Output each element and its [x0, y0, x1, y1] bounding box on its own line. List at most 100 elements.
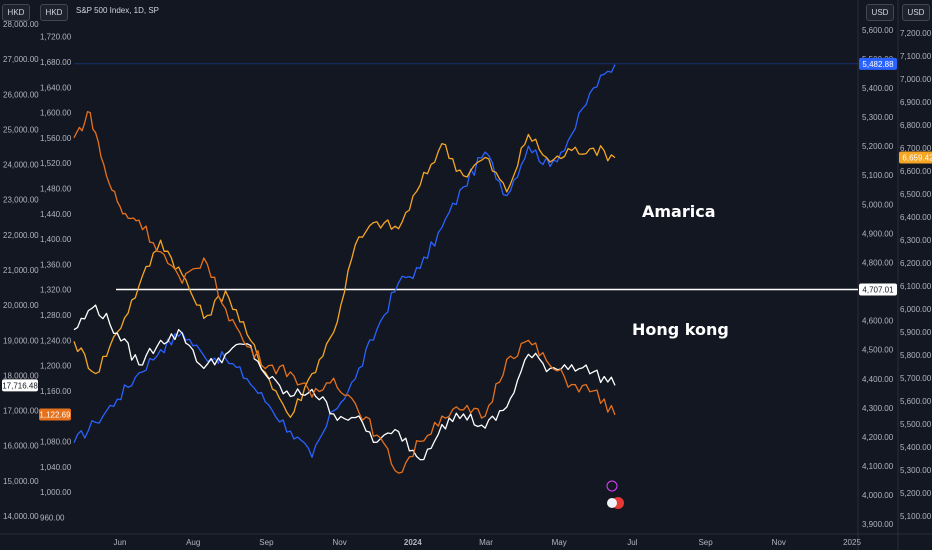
- y-tick-label: 6,900.00: [900, 98, 932, 107]
- y-tick-label: 4,800.00: [862, 258, 894, 267]
- y-tick-label: 1,440.00: [40, 210, 72, 219]
- y-tick-label: 5,100.00: [862, 171, 894, 180]
- y-tick-label: 6,700.00: [900, 144, 932, 153]
- y-tick-label: 1,480.00: [40, 184, 72, 193]
- y-tick-label: 28,000.00: [3, 20, 39, 29]
- y-tick-label: 1,400.00: [40, 235, 72, 244]
- price-label-badge: [859, 57, 897, 70]
- y-tick-label: 5,600.00: [900, 397, 932, 406]
- price-label-badge: [859, 283, 897, 296]
- x-tick-label: Aug: [186, 538, 200, 547]
- y-tick-label: 1,720.00: [40, 33, 72, 42]
- price-label-badge: [899, 151, 932, 164]
- y-tick-label: 23,000.00: [3, 196, 39, 205]
- event-badge-icon[interactable]: [607, 498, 617, 508]
- y-tick-label: 25,000.00: [3, 125, 39, 134]
- series-line[interactable]: [73, 304, 616, 461]
- y-tick-label: 17,000.00: [3, 407, 39, 416]
- y-tick-label: 22,000.00: [3, 231, 39, 240]
- y-tick-label: 4,400.00: [862, 375, 894, 384]
- y-tick-label: 5,300.00: [862, 113, 894, 122]
- y-tick-label: 5,200.00: [862, 142, 894, 151]
- price-label-text: 4,707.01: [862, 286, 894, 295]
- y-tick-label: 5,200.00: [900, 489, 932, 498]
- y-tick-label: 3,900.00: [862, 520, 894, 529]
- x-tick-label: 2024: [404, 538, 422, 547]
- price-label-text: 1,122.69: [39, 410, 71, 419]
- y-tick-label: 6,200.00: [900, 259, 932, 268]
- price-label-text: 17,716.48: [2, 381, 38, 390]
- y-tick-label: 1,040.00: [40, 463, 72, 472]
- y-tick-label: 16,000.00: [3, 442, 39, 451]
- y-tick-label: 7,000.00: [900, 75, 932, 84]
- y-tick-label: 5,300.00: [900, 466, 932, 475]
- y-tick-label: 14,000.00: [3, 512, 39, 521]
- y-tick-label: 4,600.00: [862, 317, 894, 326]
- x-tick-label: Sep: [259, 538, 274, 547]
- price-label-text: 6,659.42: [902, 154, 932, 163]
- y-tick-label: 1,560.00: [40, 134, 72, 143]
- y-tick-label: 21,000.00: [3, 266, 39, 275]
- x-tick-label: Nov: [772, 538, 786, 547]
- y-tick-label: 18,000.00: [3, 371, 39, 380]
- y-tick-label: 6,100.00: [900, 282, 932, 291]
- y-tick-label: 20,000.00: [3, 301, 39, 310]
- series-line[interactable]: [73, 133, 616, 418]
- right-currency-button-1[interactable]: USD: [866, 4, 894, 21]
- y-tick-label: 7,200.00: [900, 29, 932, 38]
- annotation-hongkong: Hong kong: [632, 320, 729, 339]
- left-currency-button-1[interactable]: HKD: [2, 4, 30, 21]
- y-tick-label: 5,400.00: [900, 443, 932, 452]
- y-tick-label: 4,200.00: [862, 433, 894, 442]
- y-tick-label: 19,000.00: [3, 336, 39, 345]
- y-tick-label: 1,080.00: [40, 437, 72, 446]
- x-tick-label: Nov: [332, 538, 346, 547]
- left-currency-button-2[interactable]: HKD: [40, 4, 68, 21]
- annotation-america: Amarica: [642, 202, 716, 221]
- y-tick-label: 5,800.00: [900, 351, 932, 360]
- y-tick-label: 1,000.00: [40, 488, 72, 497]
- y-tick-label: 5,900.00: [900, 328, 932, 337]
- series-line[interactable]: [73, 64, 616, 458]
- y-tick-label: 1,360.00: [40, 260, 72, 269]
- y-tick-label: 1,520.00: [40, 159, 72, 168]
- x-tick-label: Jul: [627, 538, 637, 547]
- y-tick-label: 6,300.00: [900, 236, 932, 245]
- y-tick-label: 1,600.00: [40, 109, 72, 118]
- right-currency-button-2[interactable]: USD: [902, 4, 930, 21]
- y-tick-label: 6,600.00: [900, 167, 932, 176]
- y-tick-label: 15,000.00: [3, 477, 39, 486]
- y-tick-label: 4,500.00: [862, 346, 894, 355]
- y-tick-label: 4,900.00: [862, 229, 894, 238]
- y-tick-label: 1,240.00: [40, 336, 72, 345]
- price-label-badge: [2, 379, 38, 392]
- y-tick-label: 4,100.00: [862, 462, 894, 471]
- flash-event-icon[interactable]: [606, 480, 618, 492]
- x-tick-label: Mar: [479, 538, 493, 547]
- y-tick-label: 1,320.00: [40, 286, 72, 295]
- symbol-title: S&P 500 Index, 1D, SP: [76, 6, 160, 15]
- x-tick-label: May: [552, 538, 567, 547]
- y-tick-label: 24,000.00: [3, 161, 39, 170]
- y-tick-label: 5,000.00: [862, 200, 894, 209]
- y-tick-label: 1,280.00: [40, 311, 72, 320]
- series-line[interactable]: [73, 110, 616, 474]
- y-tick-label: 5,600.00: [862, 26, 894, 35]
- y-tick-label: 5,700.00: [900, 374, 932, 383]
- y-tick-label: 6,800.00: [900, 121, 932, 130]
- y-tick-label: 4,000.00: [862, 491, 894, 500]
- y-tick-label: 27,000.00: [3, 55, 39, 64]
- x-tick-label: 2025: [843, 538, 861, 547]
- y-tick-label: 6,000.00: [900, 305, 932, 314]
- y-tick-label: 1,160.00: [40, 387, 72, 396]
- x-tick-label: Jun: [114, 538, 127, 547]
- y-tick-label: 1,200.00: [40, 362, 72, 371]
- y-tick-label: 5,400.00: [862, 84, 894, 93]
- y-tick-label: 6,500.00: [900, 190, 932, 199]
- x-tick-label: Sep: [698, 538, 713, 547]
- price-label-badge: [39, 408, 71, 421]
- y-tick-label: 1,680.00: [40, 58, 72, 67]
- y-tick-label: 7,100.00: [900, 52, 932, 61]
